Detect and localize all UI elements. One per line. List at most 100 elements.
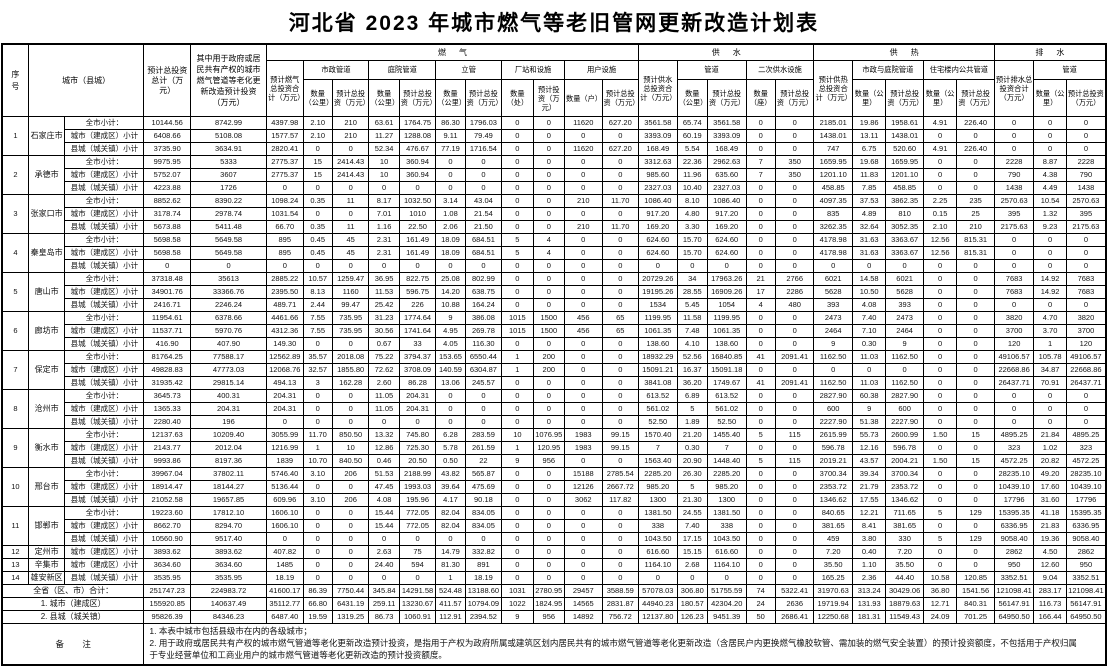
value-cell: 3893.62 [190, 545, 268, 559]
value-cell: 0 [956, 363, 995, 377]
unit-header-qty: 数量（公里） [1033, 79, 1067, 117]
value-cell: 117.82 [601, 493, 640, 507]
value-cell: 12.56 [922, 246, 958, 260]
value-cell: 0 [922, 350, 958, 364]
value-cell: 2143.77 [143, 441, 192, 455]
unit-header-qty: 数量（公里） [435, 79, 466, 117]
value-cell: 0 [774, 415, 815, 429]
city-data-row: 城市（建成区）小计 1365.33 204.31 204.31 0 0 11.05 204.3… [2, 402, 1107, 416]
value-cell: 283.59 [464, 428, 503, 442]
value-cell: 11954.61 [143, 311, 192, 325]
value-cell: 0 [331, 480, 370, 494]
value-cell: 5746.40 [266, 467, 304, 481]
value-cell: 0 [398, 415, 437, 429]
value-cell: 0 [1065, 116, 1107, 130]
value-cell: 0 [532, 389, 566, 403]
value-cell: 2327.03 [706, 181, 747, 195]
col-header-total-invest: 预计总投资总计（万元） [143, 43, 192, 117]
value-cell: 0 [745, 207, 776, 221]
row-label-cell: 城市（建成区）小计 [64, 246, 145, 260]
value-cell: 3645.73 [143, 389, 192, 403]
table-body: 1 石家庄市 全市小计： 10144.56 8742.99 4397.98 2.10 210 6… [1, 116, 1107, 624]
value-cell: 0 [501, 558, 534, 572]
value-cell: 0 [774, 506, 815, 520]
value-cell: 635.60 [706, 168, 747, 182]
value-cell: 1300 [638, 493, 678, 507]
value-cell: 181.31 [851, 610, 887, 624]
value-cell: 12068.76 [266, 363, 304, 377]
value-cell: 2827.90 [813, 389, 853, 403]
value-cell: 1438.01 [813, 129, 853, 143]
value-cell: 8197.36 [190, 454, 268, 468]
value-cell: 15395.35 [1065, 506, 1107, 520]
value-cell: 458.85 [813, 181, 853, 195]
value-cell: 168.49 [638, 142, 678, 156]
value-cell: 3735.90 [143, 142, 192, 156]
row-label-cell: 县城（城关镇）小计 [64, 571, 145, 585]
value-cell: 0 [532, 272, 566, 286]
value-cell: 82.04 [435, 519, 466, 533]
value-cell: 4.95 [435, 324, 466, 338]
value-cell: 0.40 [851, 545, 887, 559]
value-cell: 624.60 [706, 233, 747, 247]
value-cell: 0 [745, 311, 776, 325]
value-cell: 21.30 [676, 493, 708, 507]
value-cell: 4895.25 [993, 428, 1035, 442]
value-cell: 57078.03 [638, 584, 678, 598]
value-cell: 0 [601, 272, 640, 286]
value-cell: 86.39 [302, 584, 333, 598]
value-cell: 0.46 [368, 454, 400, 468]
value-cell: 0 [922, 337, 958, 351]
value-cell: 3363.67 [885, 233, 924, 247]
value-cell: 0 [501, 415, 534, 429]
value-cell: 0 [564, 350, 603, 364]
value-cell: 35.50 [885, 558, 924, 572]
value-cell: 11.70 [302, 428, 333, 442]
value-cell: 30.56 [368, 324, 400, 338]
value-cell: 0 [774, 246, 815, 260]
value-cell: 3.10 [302, 493, 333, 507]
value-cell: 0 [922, 415, 958, 429]
value-cell: 19657.85 [190, 493, 268, 507]
subgroup-header-water-secondary: 二次供水设施 [745, 60, 815, 80]
value-cell: 0 [331, 337, 370, 351]
value-cell: 2394.52 [464, 610, 503, 624]
city-data-row: 12 定州市 城市（建成区）小计 3893.62 3893.62 407.82 0 0 2.63… [1, 545, 1107, 559]
row-label-cell: 全市小计： [64, 311, 145, 325]
value-cell: 14.92 [1033, 285, 1067, 299]
value-cell: 0 [302, 181, 333, 195]
value-cell: 1716.54 [464, 142, 503, 156]
value-cell: 10.40 [676, 181, 708, 195]
city-data-row: 城市（建成区）小计 18914.47 18144.27 5136.44 0 0 47.45 1… [2, 480, 1107, 494]
city-data-row: 县城（城关镇）小计 2416.71 2246.24 489.71 2.44 99.47 25… [2, 298, 1107, 312]
value-cell: 4 [532, 246, 566, 260]
value-cell: 476.67 [398, 142, 437, 156]
value-cell: 138.60 [706, 337, 747, 351]
value-cell: 0 [745, 402, 776, 416]
value-cell: 0 [638, 259, 678, 273]
value-cell: 1448.40 [706, 454, 747, 468]
seq-cell: 11 [1, 506, 29, 546]
value-cell: 613.52 [638, 389, 678, 403]
value-cell: 0 [774, 545, 815, 559]
value-cell: 10.58 [922, 571, 958, 585]
value-cell: 456 [564, 311, 603, 325]
value-cell: 475.69 [464, 480, 503, 494]
value-cell: 627.20 [601, 116, 640, 130]
value-cell: 0 [398, 571, 437, 585]
unit-header-invest: 预计总投资（万元） [885, 79, 924, 117]
value-cell: 204.31 [266, 402, 304, 416]
value-cell: 0 [302, 337, 333, 351]
value-cell: 0 [1033, 116, 1067, 130]
value-cell: 0 [1033, 402, 1067, 416]
value-cell: 99.15 [601, 441, 640, 455]
value-cell: 1659.95 [813, 155, 853, 169]
value-cell: 25 [956, 207, 995, 221]
value-cell: 79.49 [464, 129, 503, 143]
value-cell: 0 [532, 415, 566, 429]
value-cell: 1.32 [1033, 207, 1067, 221]
value-cell: 15 [302, 155, 333, 169]
value-cell: 75 [398, 545, 437, 559]
value-cell: 0 [774, 558, 815, 572]
value-cell: 2228 [1065, 155, 1107, 169]
